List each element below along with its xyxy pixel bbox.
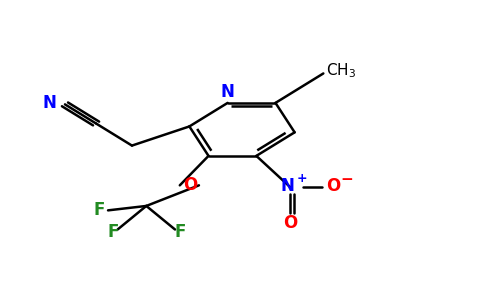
- Text: O: O: [183, 176, 197, 194]
- Text: O: O: [283, 214, 297, 232]
- Text: F: F: [94, 201, 105, 219]
- Text: N: N: [281, 177, 294, 195]
- Text: +: +: [297, 172, 307, 185]
- Text: F: F: [107, 224, 119, 242]
- Text: CH$_3$: CH$_3$: [326, 62, 356, 80]
- Text: −: −: [341, 172, 354, 187]
- Text: O: O: [326, 177, 340, 195]
- Text: F: F: [174, 224, 185, 242]
- Text: N: N: [221, 83, 235, 101]
- Text: N: N: [43, 94, 56, 112]
